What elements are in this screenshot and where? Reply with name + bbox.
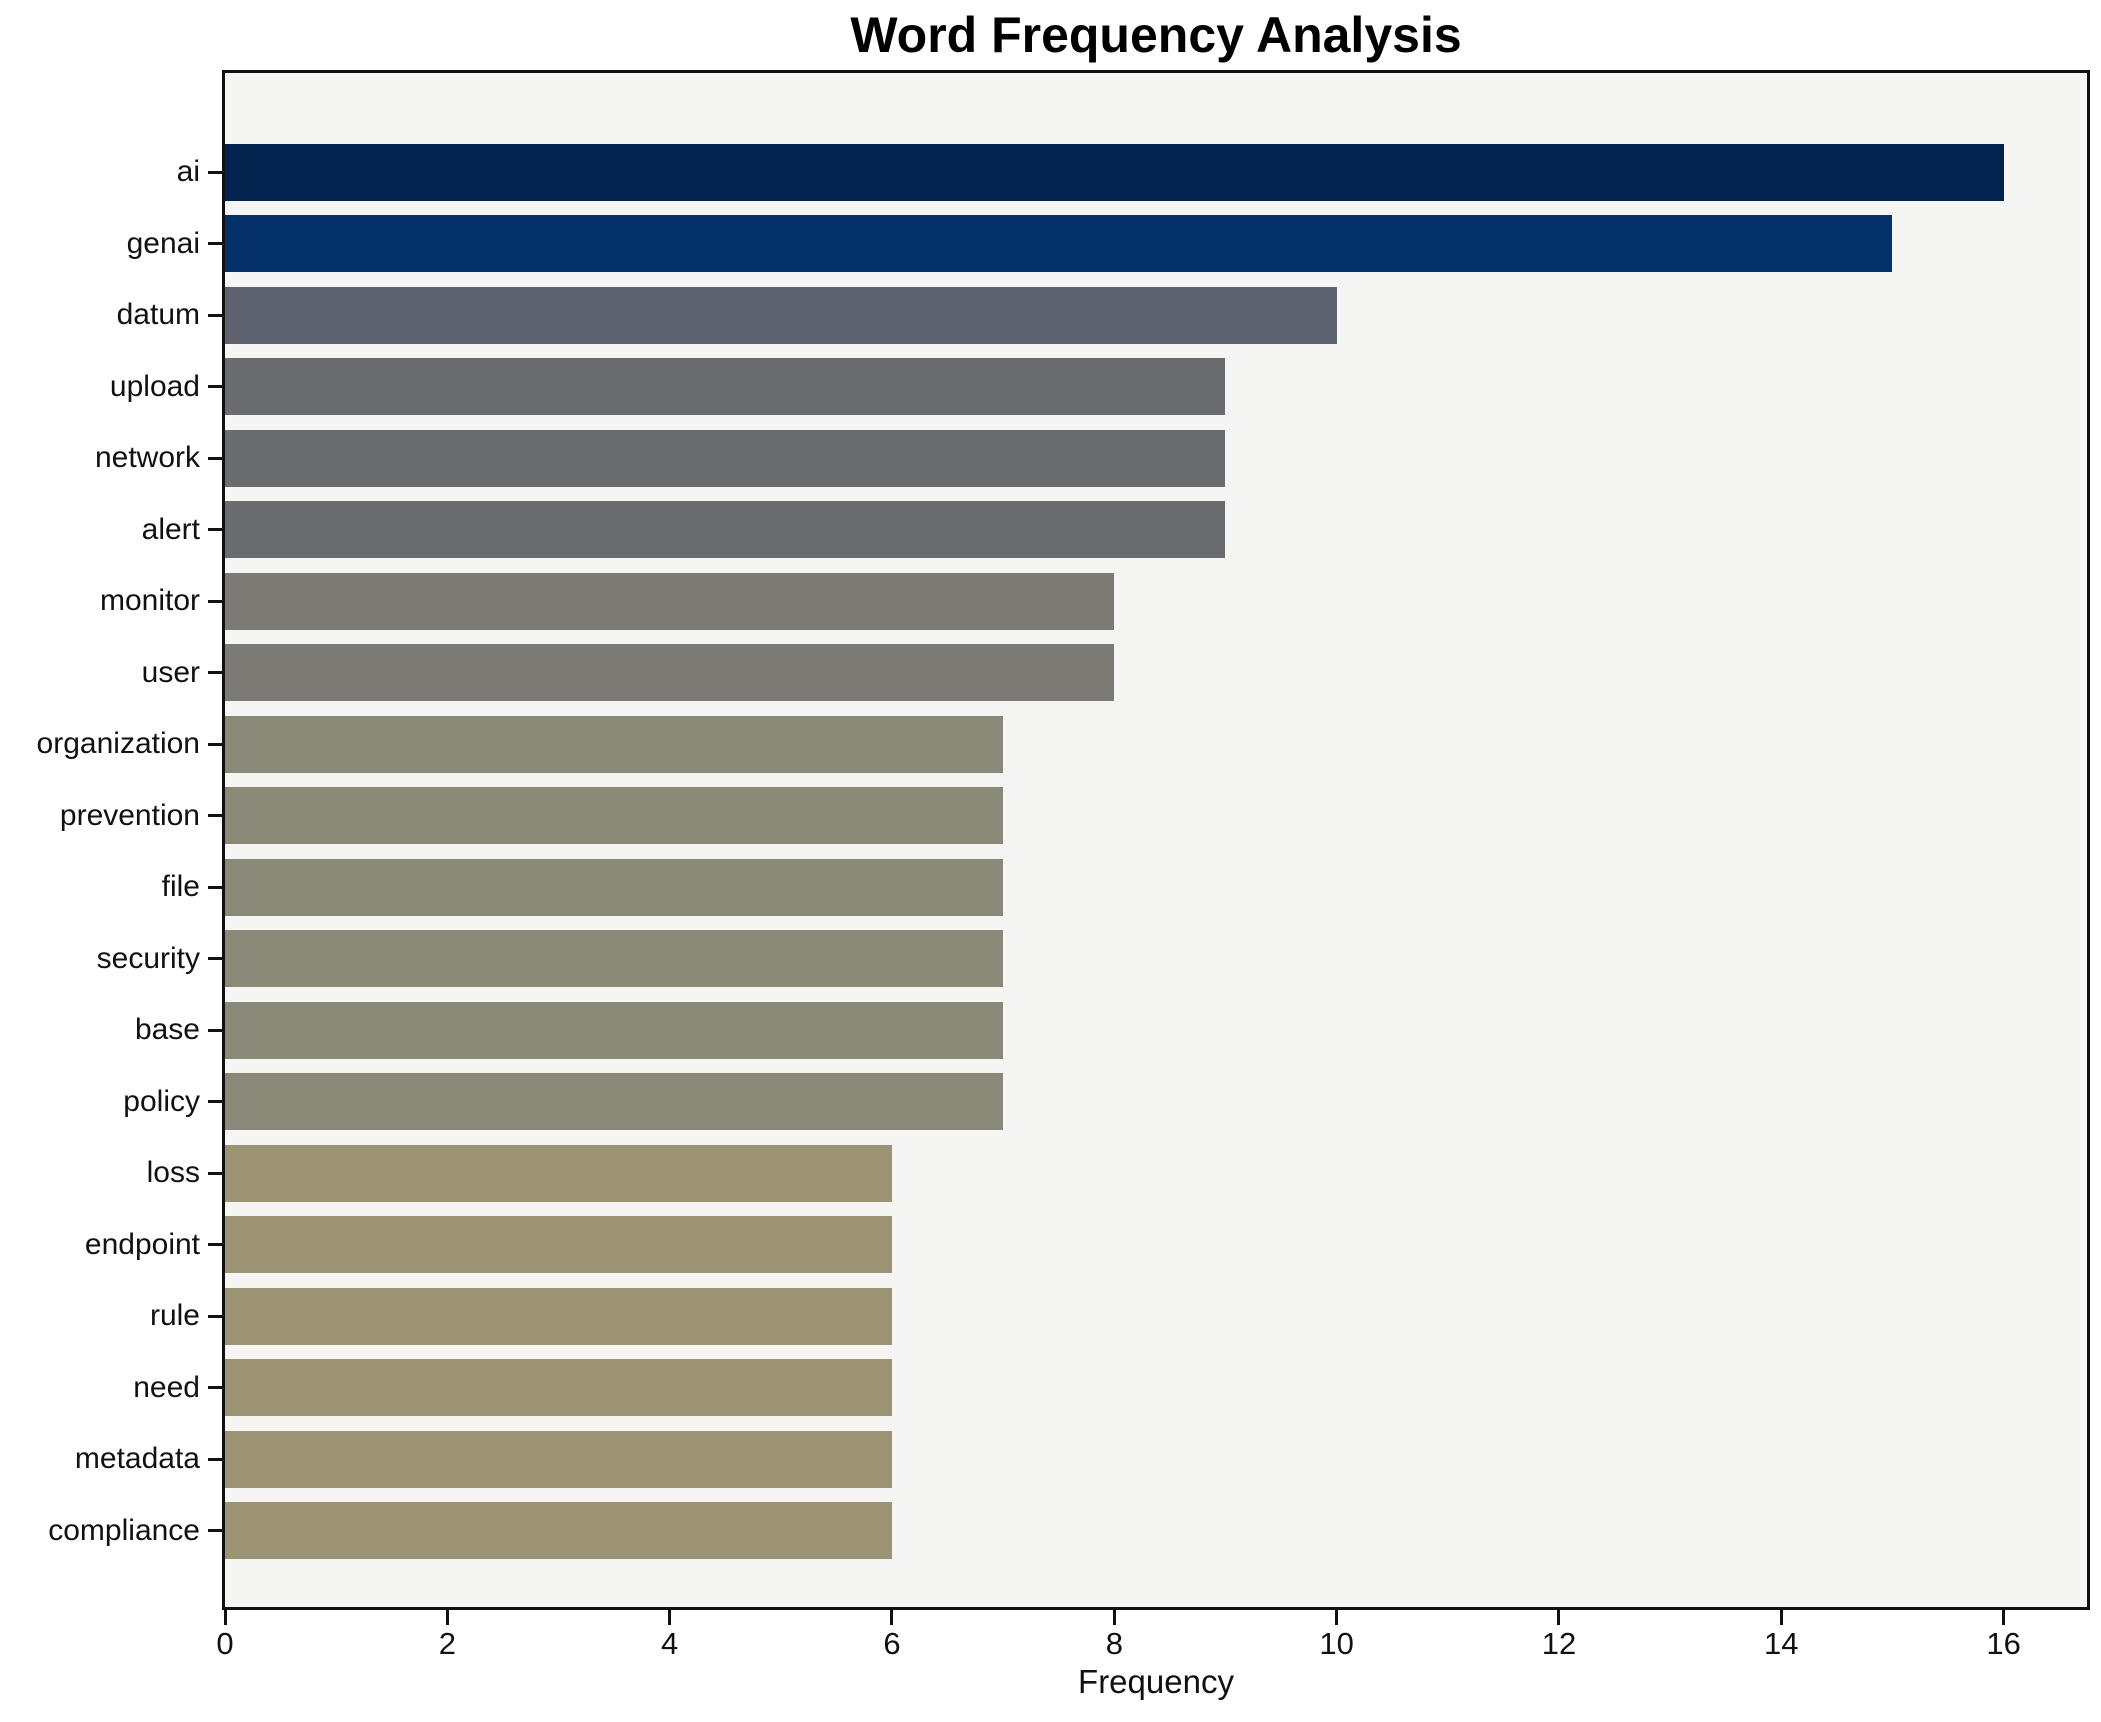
x-tick-mark (1779, 1610, 1783, 1625)
x-tick-label-10: 10 (1319, 1626, 1354, 1661)
x-tick-label-6: 6 (883, 1626, 901, 1661)
bar-network (225, 429, 1225, 487)
y-tick-mark (208, 957, 222, 960)
bar-alert (225, 501, 1225, 558)
x-tick-mark (445, 1610, 449, 1625)
chart-title: Word Frequency Analysis (850, 7, 1462, 63)
x-tick-mark (2002, 1610, 2006, 1625)
y-tick-label-rule: rule (149, 1299, 200, 1332)
y-tick-label-monitor: monitor (99, 584, 200, 617)
bar-user (225, 644, 1114, 701)
y-tick-mark (208, 1100, 222, 1103)
y-tick-mark (208, 385, 222, 388)
bar-base (225, 1001, 1003, 1059)
y-tick-mark (208, 814, 222, 817)
bar-ai (225, 143, 2004, 201)
y-tick-label-compliance: compliance (48, 1513, 200, 1547)
bar-rule (225, 1287, 892, 1345)
y-tick-label-prevention: prevention (59, 798, 200, 832)
x-tick-label-8: 8 (1105, 1626, 1123, 1661)
y-tick-label-base: base (134, 1013, 200, 1046)
y-tick-mark (208, 1386, 222, 1389)
y-tick-mark (208, 742, 222, 746)
y-tick-label-ai: ai (176, 155, 200, 188)
y-tick-label-organization: organization (36, 727, 200, 760)
y-tick-mark (208, 528, 222, 531)
y-tick-label-genai: genai (126, 226, 200, 260)
x-tick-mark (890, 1610, 894, 1625)
x-tick-label-0: 0 (216, 1626, 234, 1661)
y-tick-label-user: user (141, 655, 200, 689)
x-tick-label-2: 2 (438, 1626, 456, 1661)
y-tick-label-policy: policy (123, 1084, 200, 1118)
bar-security (225, 930, 1003, 987)
bar-monitor (225, 572, 1114, 630)
y-tick-label-security: security (96, 941, 200, 975)
y-tick-label-loss: loss (146, 1156, 200, 1189)
x-tick-label-12: 12 (1541, 1626, 1577, 1661)
y-tick-mark (208, 1529, 222, 1532)
bar-datum (225, 286, 1337, 344)
x-tick-mark (223, 1610, 227, 1625)
y-tick-mark (208, 885, 222, 889)
bar-policy (225, 1073, 1003, 1130)
y-tick-mark (208, 1457, 222, 1461)
y-tick-label-alert: alert (141, 512, 200, 546)
y-tick-label-upload: upload (109, 369, 200, 403)
y-tick-label-metadata: metadata (74, 1442, 200, 1475)
x-tick-mark (1335, 1610, 1339, 1625)
x-axis-title: Frequency (1078, 1663, 1234, 1700)
y-tick-mark (208, 1314, 222, 1318)
y-tick-label-datum: datum (116, 298, 200, 331)
y-tick-label-network: network (94, 441, 200, 474)
x-tick-label-14: 14 (1764, 1626, 1799, 1661)
y-tick-mark (208, 242, 222, 245)
y-tick-label-need: need (133, 1370, 200, 1404)
y-tick-mark (208, 313, 222, 317)
bar-loss (225, 1144, 892, 1202)
bar-organization (225, 715, 1003, 773)
bar-metadata (225, 1430, 892, 1488)
y-tick-mark (208, 671, 222, 674)
y-tick-mark (208, 456, 222, 460)
bar-file (225, 858, 1003, 916)
bar-need (225, 1359, 892, 1416)
x-tick-mark (1557, 1610, 1561, 1625)
y-tick-mark (208, 170, 222, 174)
y-tick-mark (208, 1028, 222, 1032)
y-tick-mark (208, 1171, 222, 1175)
y-tick-mark (208, 599, 222, 603)
bar-prevention (225, 787, 1003, 844)
bar-upload (225, 358, 1225, 415)
bar-compliance (225, 1502, 892, 1559)
bar-genai (225, 215, 1892, 272)
x-tick-mark (1112, 1610, 1116, 1625)
bar-endpoint (225, 1216, 892, 1273)
x-tick-label-4: 4 (661, 1626, 679, 1661)
y-tick-label-endpoint: endpoint (84, 1227, 200, 1261)
x-tick-label-16: 16 (1986, 1626, 2021, 1661)
y-tick-label-file: file (161, 870, 200, 903)
y-tick-mark (208, 1243, 222, 1246)
x-tick-mark (668, 1610, 672, 1625)
